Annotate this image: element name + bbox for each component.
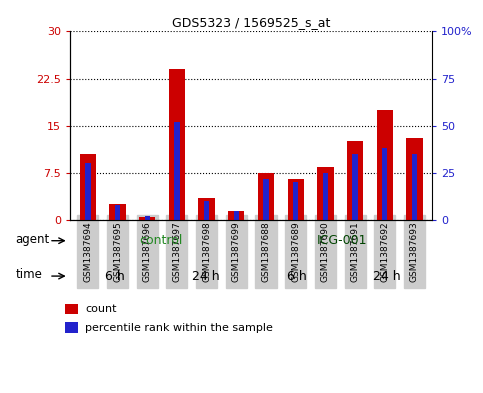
Bar <box>199 198 215 220</box>
Bar <box>412 154 417 220</box>
Bar <box>406 138 423 220</box>
Bar <box>80 154 96 220</box>
Bar <box>377 110 393 220</box>
Bar <box>139 217 156 220</box>
Bar <box>263 178 269 220</box>
Text: 24 h: 24 h <box>373 270 401 283</box>
Bar <box>144 216 150 220</box>
Bar <box>228 211 244 220</box>
Bar <box>169 69 185 220</box>
Bar <box>323 173 328 220</box>
Bar <box>258 173 274 220</box>
Bar <box>353 154 358 220</box>
Bar <box>115 205 120 220</box>
Bar <box>234 211 239 220</box>
Text: 6 h: 6 h <box>105 270 125 283</box>
Bar <box>65 322 78 333</box>
Bar <box>109 204 126 220</box>
Text: time: time <box>15 268 43 281</box>
Bar <box>204 201 209 220</box>
Text: ICG-001: ICG-001 <box>316 234 367 247</box>
Text: control: control <box>139 234 182 247</box>
Bar <box>382 149 387 220</box>
Bar <box>174 122 180 220</box>
Title: GDS5323 / 1569525_s_at: GDS5323 / 1569525_s_at <box>172 16 330 29</box>
Text: agent: agent <box>15 233 50 246</box>
Bar <box>347 141 363 220</box>
Text: 6 h: 6 h <box>286 270 306 283</box>
Text: percentile rank within the sample: percentile rank within the sample <box>85 323 273 333</box>
Text: count: count <box>85 304 116 314</box>
Bar <box>293 182 298 220</box>
Bar <box>65 303 78 314</box>
Bar <box>317 167 334 220</box>
Bar <box>85 163 90 220</box>
Bar <box>287 179 304 220</box>
Text: 24 h: 24 h <box>192 270 220 283</box>
